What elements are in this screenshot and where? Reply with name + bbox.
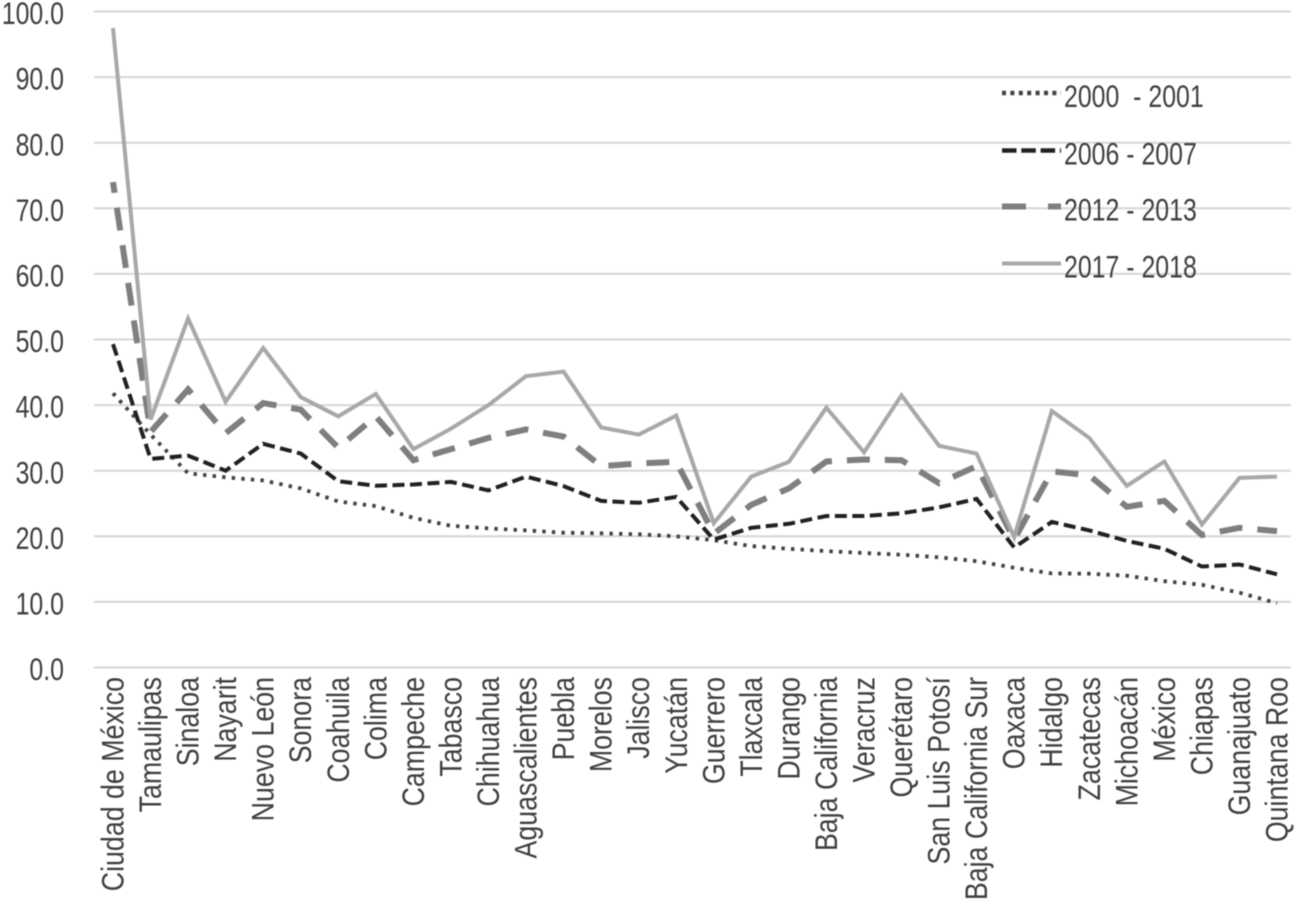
svg-text:40.0: 40.0 xyxy=(16,390,64,426)
svg-text:Aguascalientes: Aguascalientes xyxy=(510,677,544,859)
svg-text:70.0: 70.0 xyxy=(16,193,64,229)
svg-text:Ciudad de México: Ciudad de México xyxy=(97,677,131,891)
svg-text:México: México xyxy=(1148,677,1182,762)
svg-text:Baja California Sur: Baja California Sur xyxy=(960,677,994,900)
svg-text:100.0: 100.0 xyxy=(2,0,64,32)
svg-text:60.0: 60.0 xyxy=(16,259,64,295)
svg-text:Zacatecas: Zacatecas xyxy=(1073,677,1107,800)
svg-text:Chiapas: Chiapas xyxy=(1185,677,1219,775)
svg-text:10.0: 10.0 xyxy=(16,587,64,623)
svg-text:Colima: Colima xyxy=(359,676,393,760)
svg-text:Coahuila: Coahuila xyxy=(322,676,356,782)
svg-text:90.0: 90.0 xyxy=(16,62,64,98)
svg-text:80.0: 80.0 xyxy=(16,128,64,164)
svg-text:Nuevo León: Nuevo León xyxy=(247,677,281,821)
svg-text:Tlaxcala: Tlaxcala xyxy=(735,676,769,776)
svg-text:Morelos: Morelos xyxy=(585,677,619,772)
svg-text:Tamaulipas: Tamaulipas xyxy=(134,677,168,812)
svg-text:San Luis Potosí: San Luis Potosí xyxy=(923,677,957,864)
svg-text:Hidalgo: Hidalgo xyxy=(1035,677,1069,768)
svg-text:Sonora: Sonora xyxy=(284,676,318,763)
svg-text:Veracruz: Veracruz xyxy=(848,677,882,783)
svg-text:2017 - 2018: 2017 - 2018 xyxy=(1064,250,1197,286)
svg-text:Michoacán: Michoacán xyxy=(1110,677,1144,806)
svg-text:30.0: 30.0 xyxy=(16,456,64,492)
svg-text:Durango: Durango xyxy=(772,677,806,780)
svg-text:Chihuahua: Chihuahua xyxy=(472,676,506,806)
svg-text:Quintana Roo: Quintana Roo xyxy=(1261,677,1295,842)
svg-text:0.0: 0.0 xyxy=(29,652,64,688)
svg-text:2012 - 2013: 2012 - 2013 xyxy=(1064,193,1197,229)
svg-text:Puebla: Puebla xyxy=(547,676,581,760)
svg-text:Querétaro: Querétaro xyxy=(885,677,919,797)
svg-text:50.0: 50.0 xyxy=(16,324,64,360)
svg-text:20.0: 20.0 xyxy=(16,521,64,557)
svg-text:Sinaloa: Sinaloa xyxy=(172,676,206,766)
svg-text:2006 - 2007: 2006 - 2007 xyxy=(1064,137,1197,173)
svg-text:Oaxaca: Oaxaca xyxy=(998,676,1032,769)
svg-text:Nayarit: Nayarit xyxy=(209,677,243,762)
svg-text:Campeche: Campeche xyxy=(397,677,431,806)
svg-text:Jalisco: Jalisco xyxy=(622,677,656,759)
svg-text:Tabasco: Tabasco xyxy=(434,677,468,777)
svg-text:Yucatán: Yucatán xyxy=(660,677,694,774)
svg-text:Guanajuato: Guanajuato xyxy=(1223,677,1257,815)
svg-text:2000 - 2001: 2000 - 2001 xyxy=(1064,79,1204,115)
svg-text:Guerrero: Guerrero xyxy=(697,677,731,784)
svg-text:Baja California: Baja California xyxy=(810,676,844,851)
